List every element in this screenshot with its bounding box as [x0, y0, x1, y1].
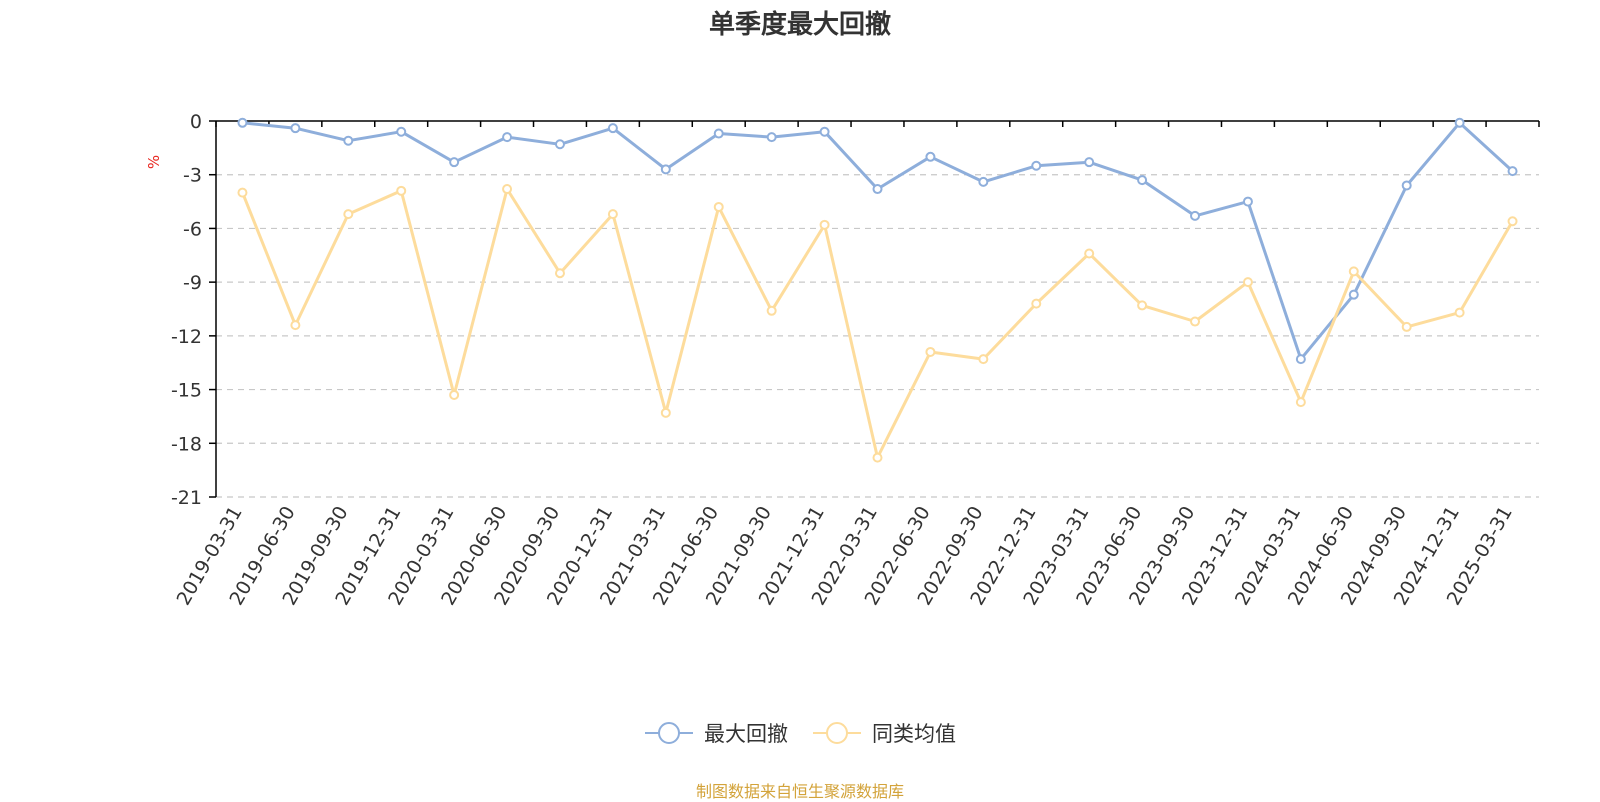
data-point-max-drawdown [1031, 160, 1042, 171]
data-point-max-drawdown [1137, 175, 1148, 186]
data-point-max-drawdown [502, 132, 513, 143]
data-point-peer-average [1242, 277, 1253, 288]
y-tick-label: -18 [171, 433, 202, 455]
data-point-peer-average [1348, 266, 1359, 277]
data-point-peer-average [290, 320, 301, 331]
series-line-max-drawdown [242, 121, 1514, 361]
data-point-max-drawdown [872, 184, 883, 195]
data-point-max-drawdown [343, 135, 354, 146]
data-point-max-drawdown [1190, 210, 1201, 221]
legend: 最大回撤 同类均值 [0, 718, 1600, 748]
data-point-max-drawdown [1295, 354, 1306, 365]
series-lines [237, 117, 1518, 463]
legend-marker-max-drawdown [645, 722, 693, 744]
data-point-peer-average [449, 389, 460, 400]
data-point-max-drawdown [607, 123, 618, 134]
series-line-peer-average [241, 187, 1514, 460]
data-point-peer-average [1454, 307, 1465, 318]
y-axis-unit: % [145, 155, 163, 169]
chart-title: 单季度最大回撤 [708, 10, 891, 40]
data-point-peer-average [502, 184, 513, 195]
data-point-max-drawdown [1454, 117, 1465, 128]
data-point-max-drawdown [396, 126, 407, 137]
data-point-max-drawdown [237, 117, 248, 128]
grid-lines [216, 174, 1539, 498]
data-point-max-drawdown [713, 128, 724, 139]
data-point-peer-average [1507, 216, 1518, 227]
y-tick-label: -21 [171, 487, 202, 509]
legend-item-peer-average[interactable]: 同类均值 [812, 718, 956, 748]
data-point-peer-average [607, 209, 618, 220]
legend-label-max-drawdown: 最大回撤 [704, 722, 788, 746]
data-point-max-drawdown [766, 132, 777, 143]
source-note: 制图数据来自恒生聚源数据库 [695, 782, 904, 801]
data-point-peer-average [1295, 397, 1306, 408]
legend-marker-peer-average [813, 722, 861, 744]
y-tick-label: -12 [171, 326, 202, 348]
data-point-max-drawdown [1348, 289, 1359, 300]
data-point-max-drawdown [1242, 196, 1253, 207]
data-point-max-drawdown [554, 139, 565, 150]
legend-item-max-drawdown[interactable]: 最大回撤 [644, 718, 788, 748]
data-point-peer-average [1031, 298, 1042, 309]
y-tick-label: 0 [190, 111, 202, 133]
axes [209, 120, 1540, 498]
data-point-max-drawdown [290, 123, 301, 134]
data-point-peer-average [1137, 300, 1148, 311]
axis-labels: 0-3-6-9-12-15-18-212019-03-312019-06-302… [145, 111, 1517, 609]
data-point-peer-average [1190, 316, 1201, 327]
y-tick-label: -6 [183, 218, 202, 240]
legend-label-peer-average: 同类均值 [872, 722, 956, 746]
data-point-max-drawdown [1507, 166, 1518, 177]
data-point-peer-average [660, 407, 671, 418]
data-point-max-drawdown [819, 126, 830, 137]
data-point-peer-average [713, 201, 724, 212]
data-point-peer-average [1084, 248, 1095, 259]
data-point-peer-average [766, 305, 777, 316]
data-point-max-drawdown [1084, 157, 1095, 168]
data-point-peer-average [1401, 321, 1412, 332]
y-tick-label: -15 [171, 380, 202, 402]
data-point-peer-average [554, 268, 565, 279]
y-tick-label: -9 [183, 272, 202, 294]
data-point-max-drawdown [925, 151, 936, 162]
data-point-peer-average [396, 185, 407, 196]
data-point-peer-average [237, 187, 248, 198]
data-point-peer-average [978, 354, 989, 365]
data-point-peer-average [872, 452, 883, 463]
y-tick-label: -3 [183, 165, 202, 187]
data-point-max-drawdown [1401, 180, 1412, 191]
data-point-peer-average [343, 209, 354, 220]
data-point-max-drawdown [660, 164, 671, 175]
data-point-peer-average [925, 346, 936, 357]
data-point-max-drawdown [449, 157, 460, 168]
data-point-peer-average [819, 219, 830, 230]
data-point-max-drawdown [978, 176, 989, 187]
